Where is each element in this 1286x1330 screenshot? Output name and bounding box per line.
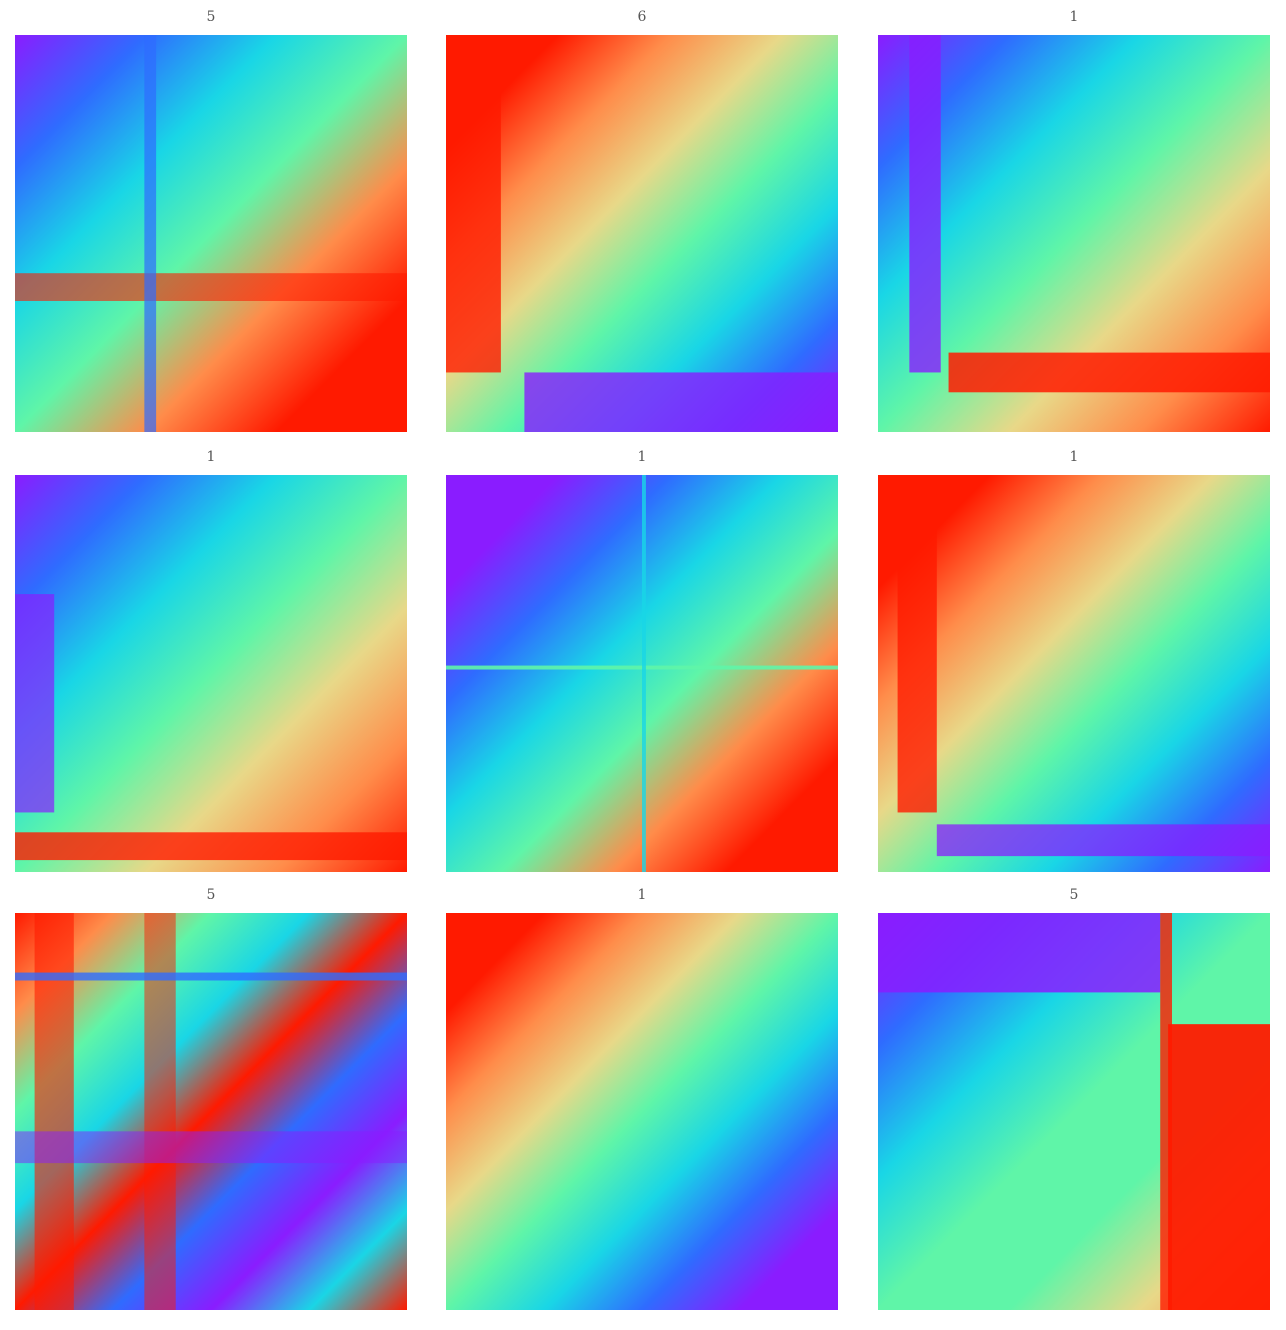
panel-title: 1 (1070, 449, 1079, 465)
heatmap-band (909, 35, 941, 373)
heatmap (446, 35, 838, 432)
panel-title: 5 (207, 9, 216, 25)
panel-title: 1 (638, 449, 647, 465)
heatmap-band (948, 352, 1270, 393)
heatmap-band (15, 273, 407, 301)
heatmap (15, 35, 407, 432)
heatmap-band (1160, 913, 1172, 1310)
panel-title: 1 (1070, 9, 1079, 25)
heatmap-band (642, 475, 646, 872)
panel: 1 (878, 449, 1270, 872)
heatmap (878, 475, 1270, 872)
panel: 5 (15, 9, 407, 432)
heatmap-band (15, 832, 407, 861)
panel-title: 5 (1070, 887, 1079, 903)
heatmap-band (897, 475, 937, 813)
heatmap-band (524, 372, 838, 432)
heatmap-band (15, 594, 55, 813)
panel: 5 (878, 887, 1270, 1310)
heatmap-band (1168, 1024, 1270, 1310)
heatmap-band (15, 972, 407, 981)
panel-title: 1 (638, 887, 647, 903)
panel: 1 (446, 449, 838, 872)
heatmap (15, 475, 407, 872)
heatmap-band (878, 913, 1161, 993)
panel: 1 (15, 449, 407, 872)
panel-title: 6 (638, 9, 647, 25)
panel: 5 (15, 887, 407, 1310)
heatmap-band (144, 35, 157, 432)
heatmap-band (15, 1131, 407, 1164)
panel: 1 (878, 9, 1270, 432)
panel-title: 1 (207, 449, 216, 465)
panel-title: 5 (207, 887, 216, 903)
heatmap-band (446, 35, 501, 373)
heatmap-band (936, 824, 1270, 857)
heatmap (446, 913, 838, 1310)
panel: 6 (446, 9, 838, 432)
panel: 1 (446, 887, 838, 1310)
